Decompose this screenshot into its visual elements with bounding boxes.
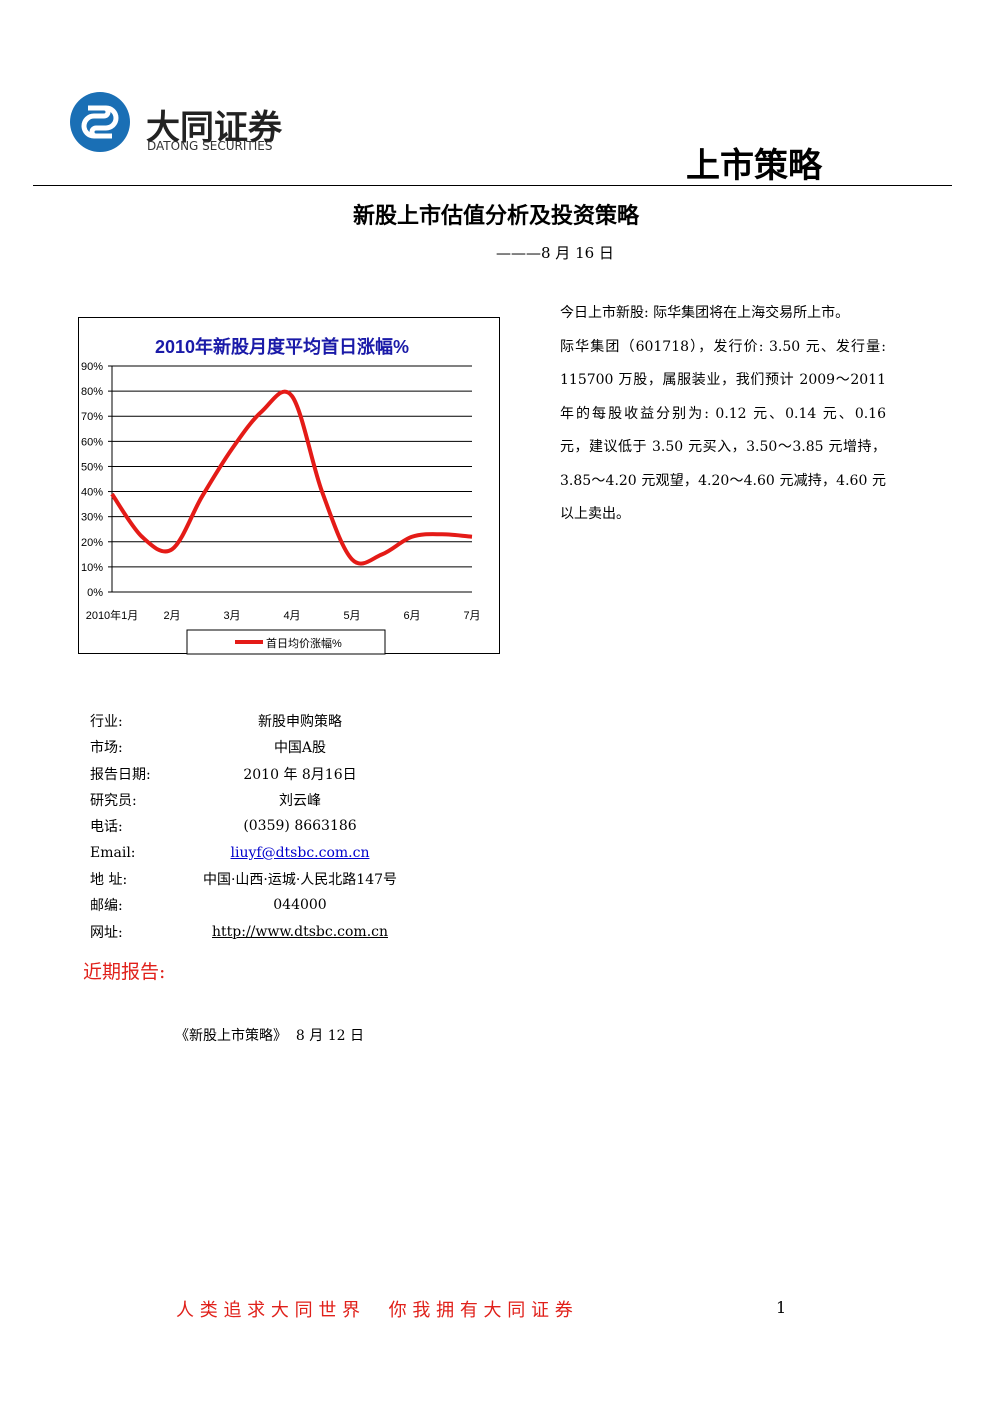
info-value: 刘云峰 xyxy=(279,793,321,810)
rule xyxy=(33,185,952,186)
info-label: 报告日期: xyxy=(90,766,151,783)
company: 大同证券 xyxy=(146,108,282,148)
x-tick-label: 7月 xyxy=(463,610,480,622)
info-row: 行业: 新股申购策略 xyxy=(90,708,400,734)
title: 新股上市估值分析及投资策略 xyxy=(352,203,639,229)
info-label: Email: xyxy=(90,844,136,861)
y-tick-label: 40% xyxy=(81,487,103,499)
paragraph: 际华集团（601718），发行价: 3.50 元、发行量: 115700 万股，… xyxy=(560,338,886,523)
x-tick-label: 2010年1月 xyxy=(86,608,139,622)
x-tick-label: 2月 xyxy=(163,610,180,622)
info-label: 市场: xyxy=(90,740,123,757)
info-row: 报告日期: 2010 年 8月16日 xyxy=(90,761,400,787)
info-value: 新股申购策略 xyxy=(258,714,342,731)
recent-list: 《新股上市策略》 8 月 12 日 xyxy=(175,1025,364,1045)
y-tick-label: 70% xyxy=(81,411,103,423)
info-value: 中国·山西·运城·人民北路147号 xyxy=(202,871,398,888)
y-tick-label: 90% xyxy=(81,361,103,373)
legend-label: 首日均价涨幅% xyxy=(266,636,342,650)
recent-item: 《新股上市策略》 8 月 12 日 xyxy=(175,1028,364,1044)
logo-icon xyxy=(70,92,130,152)
x-tick-label: 5月 xyxy=(343,610,360,622)
chart-title: 2010年新股月度平均首日涨幅% xyxy=(155,336,409,357)
info-value: 044000 xyxy=(273,897,327,914)
chart: 2010年新股月度平均首日涨幅% 0% 10% 20% 30% 40% 50% 60% 70%… xyxy=(78,317,500,655)
info-label: 行业: xyxy=(90,714,123,731)
y-tick-label: 0% xyxy=(87,587,103,599)
x-tick-label: 4月 xyxy=(283,610,300,622)
section: 上市策略 xyxy=(686,146,822,186)
info-label: 地 址: xyxy=(90,871,128,888)
data-line xyxy=(110,389,473,566)
y-tick-label: 80% xyxy=(81,386,103,398)
paragraph: 今日上市新股: 际华集团将在上海交易所上市。 xyxy=(560,305,850,321)
info-row: Email: liuyf@dtsbc.com.cn xyxy=(90,839,400,865)
legend-box xyxy=(186,629,386,655)
slogan: 人 类 追 求 大 同 世 界 你 我 拥 有 大 同 证 券 xyxy=(176,1300,573,1321)
company-en: DATONG SECURITIES xyxy=(147,139,273,153)
y-tick-label: 60% xyxy=(81,436,103,448)
text-body: 今日上市新股: 际华集团将在上海交易所上市。 际华集团（601718），发行价:… xyxy=(560,297,886,532)
info-label: 研究员: xyxy=(90,793,137,810)
info-value: http://www.dtsbc.com.cn xyxy=(212,923,388,940)
info-row: 地 址: 中国·山西·运城·人民北路147号 xyxy=(90,866,400,892)
date: ———8 月 16 日 xyxy=(496,244,614,262)
info-value: 中国A股 xyxy=(273,740,327,757)
info-value: (0359) 8663186 xyxy=(243,818,357,835)
recent-heading: 近期报告: xyxy=(83,961,166,983)
info-label: 网址: xyxy=(90,924,123,941)
info-row: 电话: (0359) 8663186 xyxy=(90,813,400,839)
chart-frame xyxy=(78,317,500,654)
y-tick-label: 50% xyxy=(81,461,103,473)
info-value: liuyf@dtsbc.com.cn xyxy=(230,844,370,861)
info-row: 市场: 中国A股 xyxy=(90,734,400,760)
info-table: 行业: 新股申购策略市场: 中国A股报告日期: 2010 年 8月16日研究员: 刘云峰… xyxy=(90,708,400,945)
info-value: 2010 年 8月16日 xyxy=(243,766,357,783)
y-tick-label: 10% xyxy=(81,562,103,574)
y-tick-label: 30% xyxy=(81,512,103,524)
y-tick-label: 20% xyxy=(81,537,103,549)
x-tick-label: 3月 xyxy=(223,610,240,622)
info-row: 研究员: 刘云峰 xyxy=(90,787,400,813)
x-tick-label: 6月 xyxy=(403,610,420,622)
info-label: 电话: xyxy=(90,819,123,836)
page-number: 1 xyxy=(776,1298,787,1317)
info-row: 邮编: 044000 xyxy=(90,892,400,918)
info-row: 网址: http://www.dtsbc.com.cn xyxy=(90,918,400,944)
info-label: 邮编: xyxy=(90,898,123,915)
